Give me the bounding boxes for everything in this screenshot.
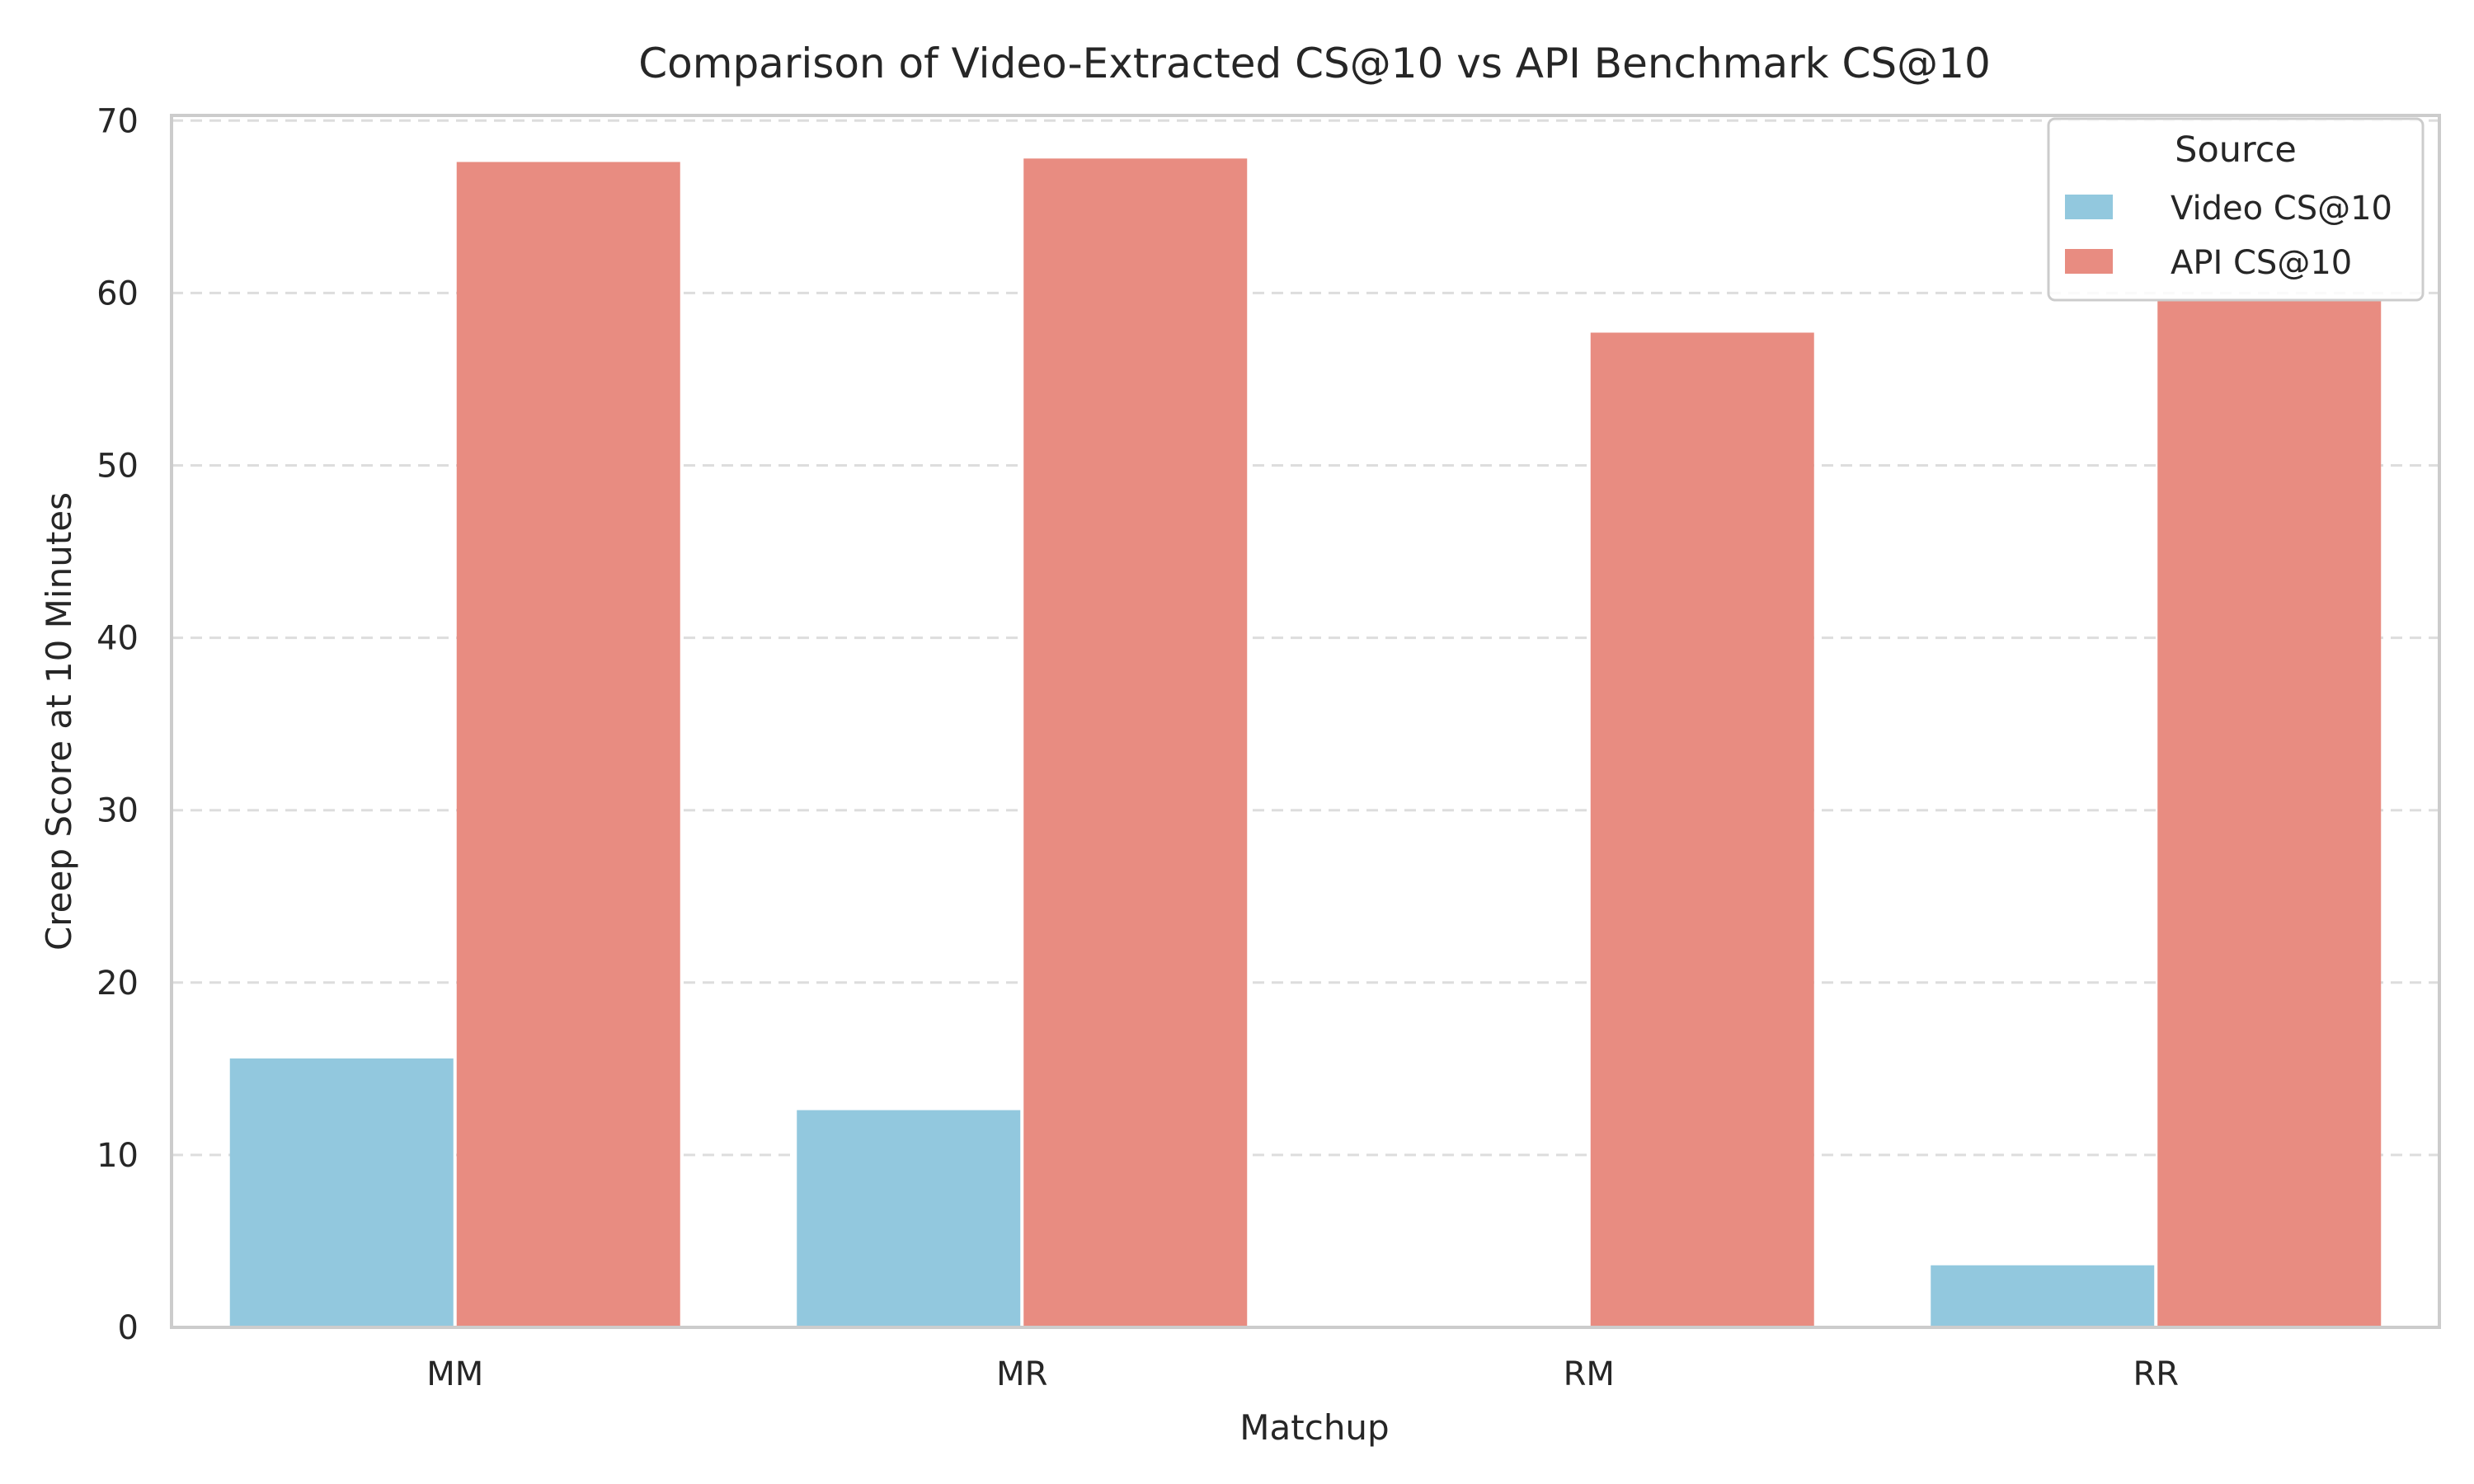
bars bbox=[229, 158, 2382, 1328]
legend-title: Source bbox=[2175, 129, 2297, 171]
y-tick-labels: 0 10 20 30 40 50 60 70 bbox=[96, 102, 139, 1347]
x-axis-label: Matchup bbox=[1239, 1407, 1389, 1448]
bar-rr-api bbox=[2157, 299, 2382, 1328]
y-axis-label: Creep Score at 10 Minutes bbox=[39, 492, 79, 951]
bar-rr-video bbox=[1931, 1265, 2155, 1327]
y-tick-label: 0 bbox=[118, 1309, 139, 1347]
legend: Source Video CS@10 API CS@10 bbox=[2047, 117, 2425, 302]
x-tick-labels: MM MR RM RR bbox=[426, 1355, 2179, 1393]
y-tick-label: 60 bbox=[96, 275, 139, 312]
bar-mm-video bbox=[229, 1058, 454, 1327]
legend-frame bbox=[2047, 117, 2425, 302]
y-tick-label: 20 bbox=[96, 965, 139, 1003]
y-tick-label: 70 bbox=[96, 102, 139, 140]
bar-mr-video bbox=[797, 1110, 1021, 1327]
legend-label-api: API CS@10 bbox=[2171, 244, 2352, 282]
y-tick-label: 50 bbox=[96, 447, 139, 485]
y-tick-label: 40 bbox=[96, 620, 139, 658]
bar-rm-api bbox=[1590, 332, 1814, 1327]
x-tick-label: RR bbox=[2133, 1355, 2179, 1393]
x-tick-label: RM bbox=[1564, 1355, 1615, 1393]
plot-frame bbox=[170, 114, 2441, 1329]
legend-label-video: Video CS@10 bbox=[2171, 190, 2392, 228]
bar-mr-api bbox=[1023, 158, 1248, 1327]
x-tick-label: MR bbox=[996, 1355, 1047, 1393]
y-tick-label: 30 bbox=[96, 792, 139, 830]
legend-swatch-api bbox=[2065, 249, 2113, 274]
x-tick-label: MM bbox=[426, 1355, 483, 1393]
y-tick-label: 10 bbox=[96, 1137, 139, 1175]
chart-title: Comparison of Video-Extracted CS@10 vs A… bbox=[638, 40, 1991, 87]
bar-mm-api bbox=[456, 162, 680, 1328]
legend-swatch-video bbox=[2065, 195, 2113, 219]
